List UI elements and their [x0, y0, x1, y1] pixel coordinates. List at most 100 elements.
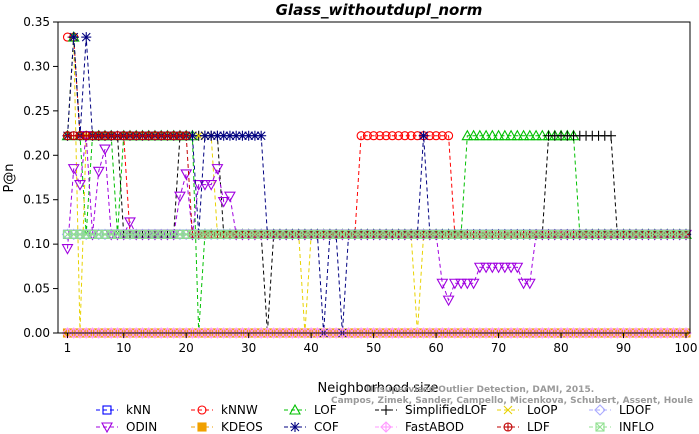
data-point	[480, 262, 493, 274]
series-cof	[62, 32, 691, 338]
y-tick-label: 0.25	[23, 104, 50, 118]
data-point	[461, 129, 474, 141]
series-line	[67, 37, 686, 334]
data-point	[387, 131, 397, 141]
legend-label: INFLO	[619, 420, 654, 434]
series-line	[67, 37, 686, 334]
data-point	[437, 131, 447, 141]
data-point	[211, 164, 224, 175]
legend-marker	[594, 404, 606, 416]
series-lof	[61, 30, 692, 338]
data-point	[256, 130, 267, 141]
legend-marker	[197, 405, 207, 415]
axes: 1 10 20 30 40 50 60 70 80 90 100 0.00 0.05 0.10 0.15 0.…	[23, 15, 697, 355]
data-point	[369, 131, 379, 141]
x-tick-label: 90	[616, 341, 631, 355]
data-point	[68, 32, 79, 43]
data-point	[467, 129, 480, 141]
x-axis-label: Neighborhood size	[318, 381, 439, 396]
y-tick-label: 0.30	[23, 59, 50, 73]
data-point	[356, 131, 366, 141]
data-point	[492, 262, 505, 274]
data-point	[436, 278, 449, 290]
x-tick-label: 40	[304, 341, 319, 355]
data-point	[461, 278, 474, 290]
x-tick-label: 100	[675, 341, 698, 355]
data-point	[444, 131, 454, 141]
data-point	[431, 131, 441, 141]
legend-item-simplifiedlof: SimplifiedLOF	[375, 403, 487, 417]
legend-marker	[595, 422, 605, 432]
series-line	[67, 37, 686, 334]
legend-marker	[290, 422, 300, 432]
data-point	[212, 130, 223, 141]
series-loop	[63, 32, 691, 338]
data-point	[517, 129, 530, 141]
data-point	[418, 130, 429, 141]
y-tick-label: 0.35	[23, 15, 50, 29]
legend-label: LDF	[527, 420, 550, 434]
legend-label: ODIN	[126, 420, 157, 434]
x-tick-label: 20	[179, 341, 194, 355]
legend-label: kNNW	[221, 403, 258, 417]
plot-area	[61, 30, 692, 339]
data-point	[448, 278, 461, 290]
legend-label: COF	[314, 420, 339, 434]
data-point	[505, 262, 518, 274]
y-tick-label: 0.00	[23, 326, 50, 340]
legend-item-knn: kNN	[96, 403, 151, 417]
legend-marker	[102, 405, 112, 415]
series-line	[67, 37, 686, 334]
y-tick-label: 0.05	[23, 282, 50, 296]
legend-item-cof: COF	[284, 420, 339, 434]
data-point	[442, 295, 455, 307]
y-tick-label: 0.10	[23, 237, 50, 251]
data-point	[218, 130, 229, 141]
data-point	[517, 278, 530, 290]
x-tick-label: 50	[366, 341, 381, 355]
legend-item-fastabod: FastABOD	[375, 420, 464, 434]
data-point	[486, 262, 499, 274]
data-point	[61, 244, 74, 255]
legend-marker	[503, 422, 513, 432]
data-point	[199, 130, 210, 141]
series-line	[67, 135, 686, 302]
data-point	[492, 129, 505, 141]
legend-label: SimplifiedLOF	[405, 403, 487, 417]
data-point	[92, 166, 105, 178]
legend-label: FastABOD	[405, 420, 464, 434]
data-point	[523, 278, 536, 290]
data-point	[205, 180, 218, 191]
watermark: Unsupervised Outlier Detection, DAMI, 20…	[331, 385, 693, 406]
data-point	[467, 278, 480, 290]
y-axis-label: P@n	[2, 163, 17, 192]
data-point	[480, 129, 493, 141]
legend-marker	[380, 421, 392, 433]
legend-label: kNN	[126, 403, 151, 417]
legend: kNN kNNW LOF SimplifiedLOF LoOP LDOF ODIN KDEOS…	[96, 403, 654, 434]
data-point	[67, 164, 80, 175]
data-point	[181, 131, 191, 141]
data-point	[362, 131, 372, 141]
watermark-line-1: Campos, Zimek, Sander, Campello, Micenko…	[331, 396, 693, 406]
data-point	[394, 131, 404, 141]
data-point	[194, 131, 204, 141]
x-tick-label: 30	[241, 341, 256, 355]
data-point	[81, 32, 92, 43]
data-point	[199, 180, 211, 191]
legend-marker	[503, 405, 513, 415]
data-point	[249, 130, 260, 141]
legend-item-inflo: INFLO	[589, 420, 654, 434]
data-point	[174, 191, 186, 203]
data-point	[192, 180, 205, 191]
x-tick-label: 80	[553, 341, 568, 355]
x-tick-label: 1	[64, 341, 72, 355]
legend-item-lof: LOF	[284, 403, 337, 417]
legend-label: LDOF	[619, 403, 651, 417]
data-point	[473, 129, 486, 141]
legend-label: LOF	[314, 403, 337, 417]
plot-frame	[57, 21, 691, 334]
series-odin	[61, 131, 692, 307]
series-line	[67, 135, 686, 235]
